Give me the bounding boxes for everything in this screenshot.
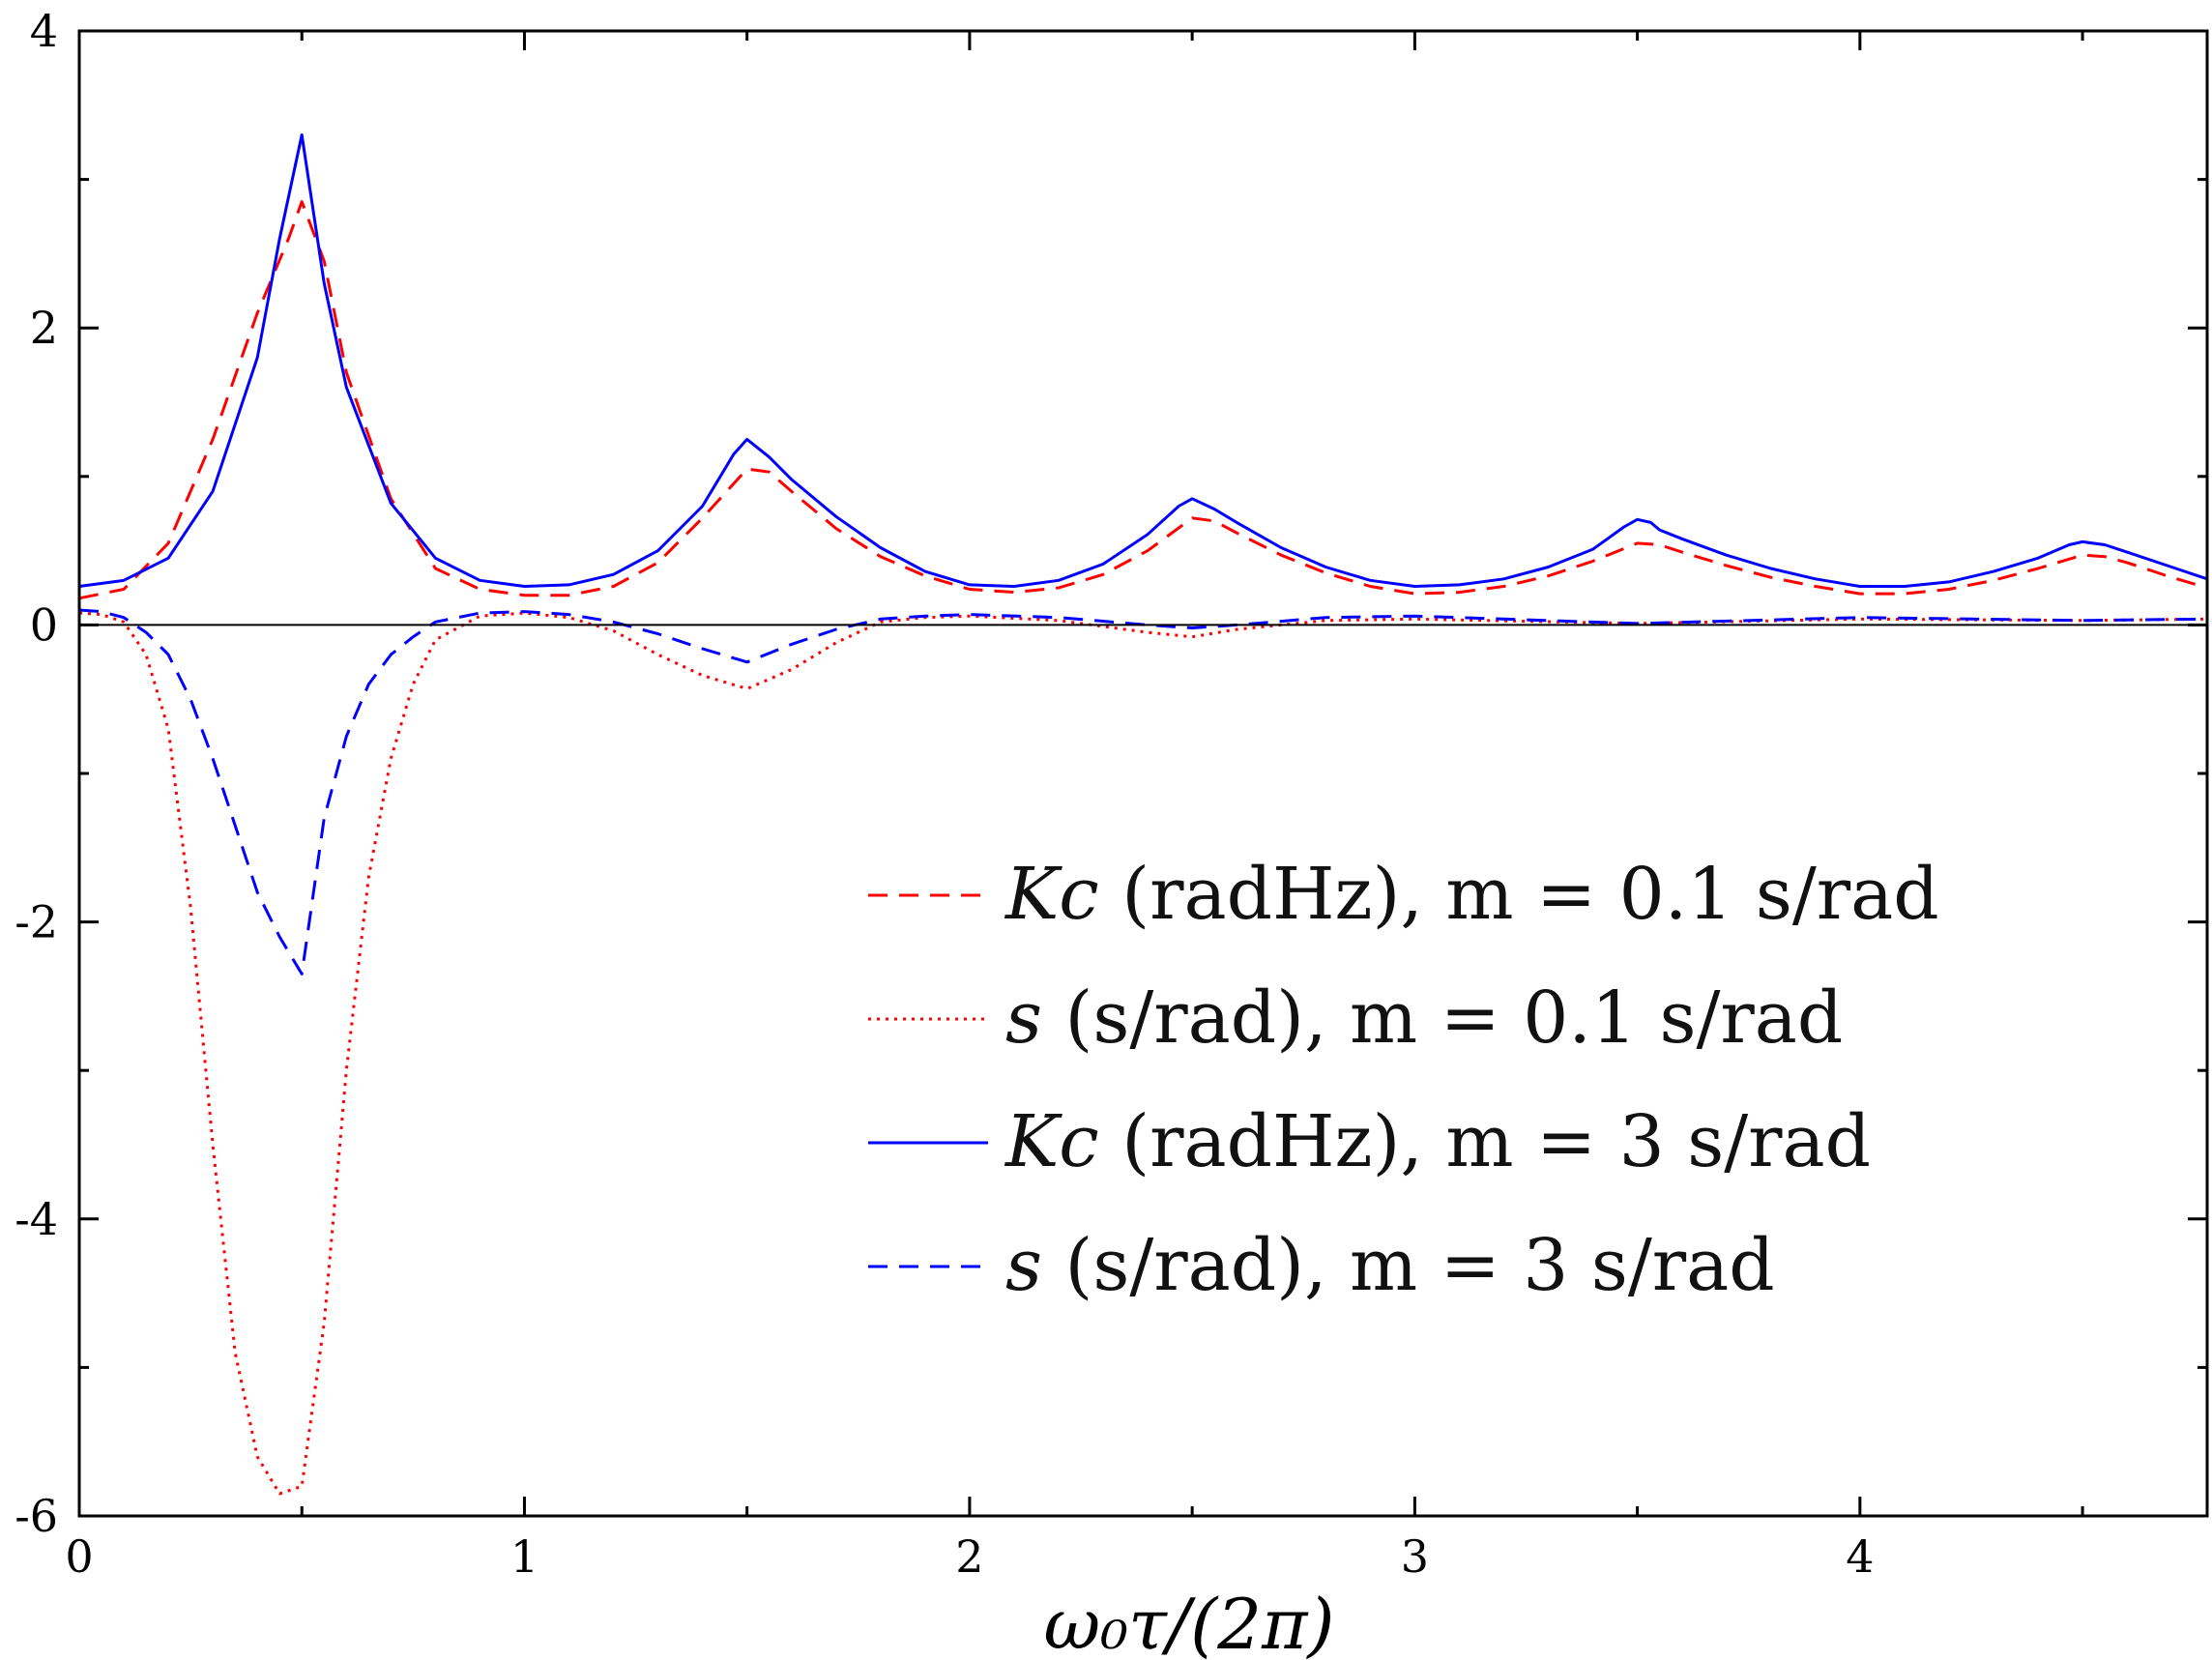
y-tick-label: -6 [15, 1490, 58, 1542]
y-tick-label: 2 [30, 302, 58, 354]
legend-symbol: Kc [1004, 853, 1121, 936]
series-layer [78, 133, 2208, 1496]
series-line-3 [78, 133, 2208, 588]
series-line-4 [78, 608, 2208, 976]
x-tick-label: 0 [65, 1530, 93, 1583]
x-tick-label: 2 [955, 1530, 983, 1583]
legend-description: (s/rad), m = 0.1 s/rad [1065, 976, 1844, 1060]
legend-description: (s/rad), m = 3 s/rad [1065, 1224, 1775, 1307]
y-tick-label: -4 [15, 1193, 58, 1245]
legend-symbol: Kc [1004, 1100, 1121, 1183]
legend-description: (radHz), m = 3 s/rad [1121, 1100, 1871, 1183]
y-tick-label: 4 [30, 5, 58, 57]
legend-label: s (s/rad), m = 3 s/rad [1005, 1224, 1775, 1307]
legend-label: Kc (radHz), m = 0.1 s/rad [1004, 853, 1939, 936]
x-tick-label: 4 [1846, 1530, 1874, 1583]
x-axis-title: ω₀τ/(2π) [1044, 1584, 1335, 1660]
legend-symbol: s [1005, 1224, 1065, 1307]
legend: Kc (radHz), m = 0.1 s/rad s (s/rad), m = … [868, 853, 1939, 1307]
y-tick-label: 0 [30, 598, 58, 651]
legend-label: s (s/rad), m = 0.1 s/rad [1005, 976, 1843, 1060]
legend-symbol: s [1005, 976, 1065, 1060]
series-line-1 [78, 200, 2208, 600]
axis-ticks: 0 1 2 3 4 -6 -4 -2 0 2 4 [15, 5, 2207, 1583]
legend-label: Kc (radHz), m = 3 s/rad [1004, 1100, 1871, 1183]
y-tick-label: -2 [15, 896, 58, 948]
x-tick-label: 3 [1401, 1530, 1429, 1583]
legend-description: (radHz), m = 0.1 s/rad [1121, 853, 1938, 936]
x-tick-label: 1 [510, 1530, 538, 1583]
